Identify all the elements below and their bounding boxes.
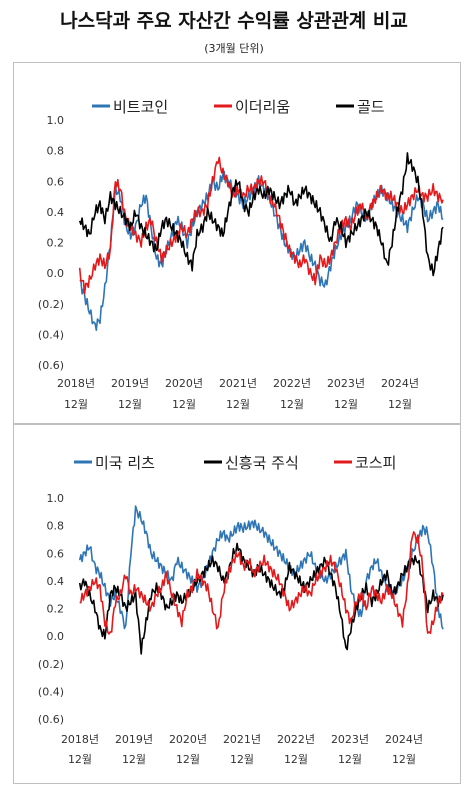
x-tick-year: 2019년 (115, 733, 153, 746)
y-tick-label: 0.6 (47, 547, 65, 560)
y-tick-label: 1.0 (47, 114, 65, 127)
y-tick-label: 0.6 (47, 175, 65, 188)
x-tick-year: 2024년 (385, 733, 423, 746)
y-tick-label: (0.2) (38, 658, 64, 671)
x-tick-month: 12월 (230, 753, 254, 766)
x-tick-month: 12월 (392, 753, 416, 766)
y-tick-label: 0.0 (47, 267, 65, 280)
y-tick-label: 0.4 (47, 206, 65, 219)
series-line (78, 156, 444, 295)
x-tick-month: 12월 (334, 398, 358, 411)
y-tick-label: 0.2 (47, 237, 65, 250)
page-subtitle: (3개월 단위) (204, 42, 264, 55)
x-tick-month: 12월 (68, 753, 92, 766)
x-tick-year: 2024년 (381, 377, 419, 390)
page-title: 나스닥과 주요 자산간 수익률 상관관계 비교 (60, 10, 408, 32)
chart-panel-crypto-gold: 1.0 0.8 0.6 0.4 0.2 0.0 (0.2) (0.4) (0.6) 2018년 12… (13, 62, 461, 424)
x-tick-month: 12월 (122, 753, 146, 766)
x-tick-year: 2018년 (57, 377, 95, 390)
x-tick-year: 2020년 (165, 377, 203, 390)
series-line (78, 542, 444, 655)
x-tick-year: 2022년 (277, 733, 315, 746)
x-tick-month: 12월 (172, 398, 196, 411)
y-tick-label: 1.0 (47, 492, 65, 505)
x-tick-year: 2021년 (219, 377, 257, 390)
y-tick-label: 0.8 (47, 145, 65, 158)
y-tick-label: (0.6) (38, 359, 64, 372)
series-line (79, 531, 444, 635)
x-tick-month: 12월 (176, 753, 200, 766)
x-tick-month: 12월 (280, 398, 304, 411)
legend-label: 신흥국 주식 (225, 454, 299, 472)
series-line (78, 152, 444, 277)
correlation-chart-1: 1.0 0.8 0.6 0.4 0.2 0.0 (0.2) (0.4) (0.6) 2018년 12… (38, 98, 444, 411)
y-tick-label: (0.4) (38, 328, 64, 341)
x-tick-year: 2018년 (61, 733, 99, 746)
legend-label: 비트코인 (113, 98, 168, 116)
y-tick-label: (0.4) (38, 685, 64, 698)
y-tick-label: 0.0 (47, 630, 65, 643)
y-tick-label: 0.8 (47, 520, 65, 533)
x-tick-month: 12월 (226, 398, 250, 411)
x-tick-year: 2022년 (273, 377, 311, 390)
x-tick-month: 12월 (338, 753, 362, 766)
x-tick-year: 2023년 (331, 733, 369, 746)
x-tick-year: 2021년 (223, 733, 261, 746)
legend-label: 미국 리츠 (95, 454, 155, 472)
y-tick-label: (0.2) (38, 298, 64, 311)
y-tick-label: (0.6) (38, 713, 64, 726)
x-tick-month: 12월 (64, 398, 88, 411)
y-tick-label: 0.4 (47, 575, 65, 588)
correlation-chart-2: 1.0 0.8 0.6 0.4 0.2 0.0 (0.2) (0.4) (0.6) 2018년 12… (38, 454, 444, 766)
x-tick-month: 12월 (388, 398, 412, 411)
legend-label: 코스피 (355, 454, 396, 472)
y-tick-label: 0.2 (47, 603, 65, 616)
x-tick-year: 2019년 (111, 377, 149, 390)
x-tick-month: 12월 (284, 753, 308, 766)
legend-label: 골드 (357, 98, 385, 116)
x-tick-year: 2023년 (327, 377, 365, 390)
x-tick-month: 12월 (118, 398, 142, 411)
chart-panel-reits-em-kospi: 1.0 0.8 0.6 0.4 0.2 0.0 (0.2) (0.4) (0.6) 2018년 12… (13, 424, 461, 784)
legend-label: 이더리움 (235, 98, 290, 116)
x-tick-year: 2020년 (169, 733, 207, 746)
